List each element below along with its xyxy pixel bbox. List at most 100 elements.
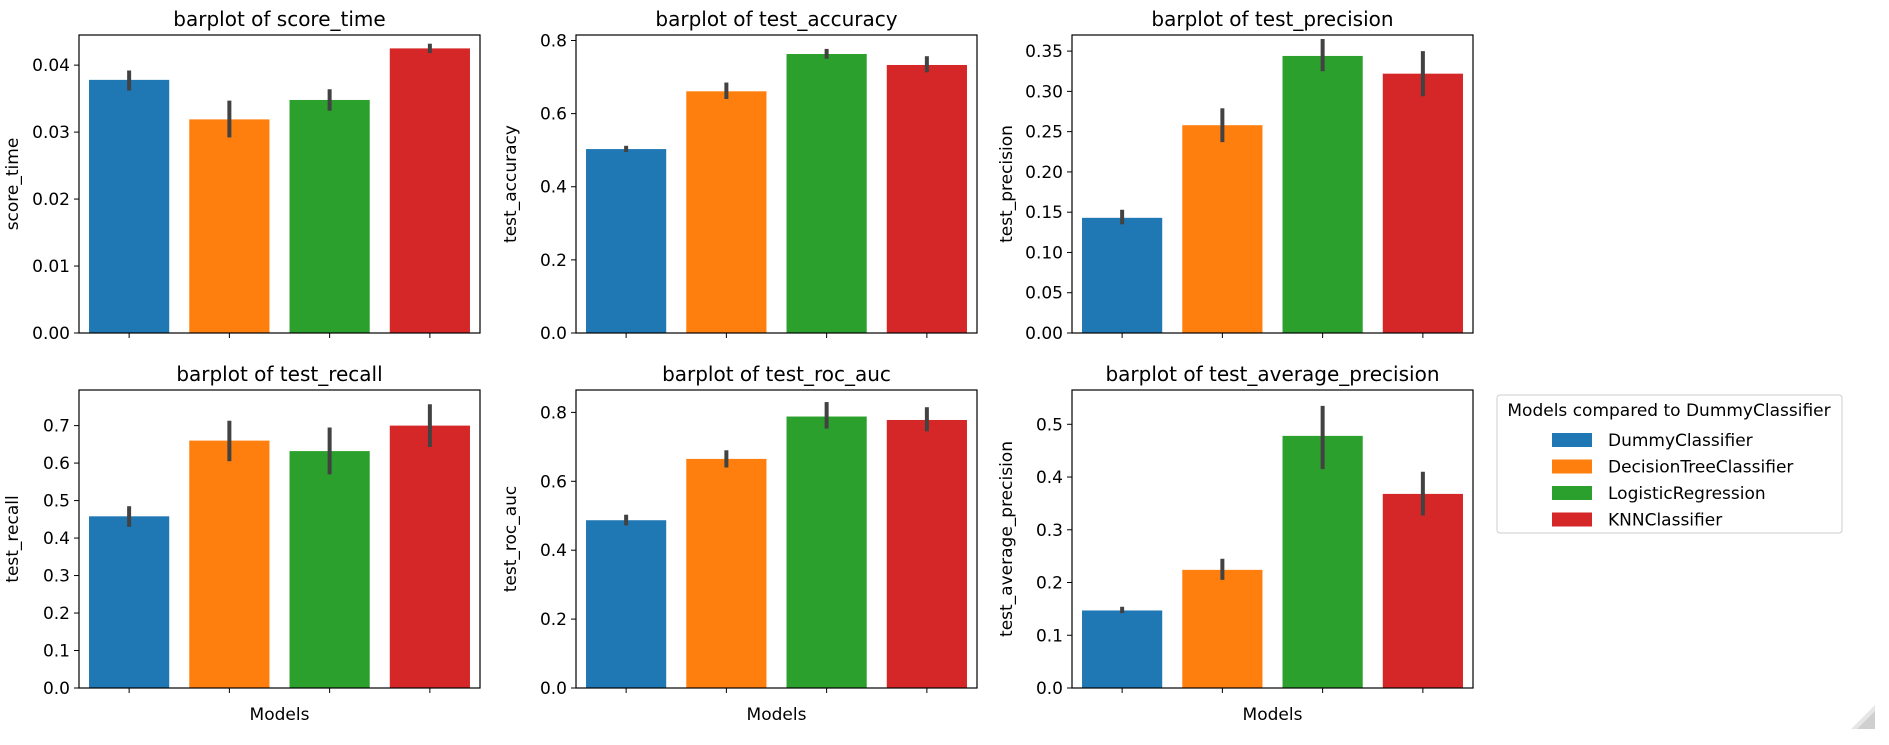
legend-entry-label: LogisticRegression (1608, 484, 1766, 504)
y-tick-label: 0.0 (43, 679, 70, 699)
bar-LogisticRegression (289, 99, 370, 333)
y-tick-label: 0.03 (32, 123, 70, 143)
y-tick-label: 0.30 (1025, 82, 1063, 102)
y-tick-label: 0.25 (1025, 123, 1063, 143)
bar-LogisticRegression (786, 54, 867, 334)
bar-DecisionTreeClassifier (189, 440, 270, 688)
y-tick-label: 0.00 (32, 324, 70, 344)
y-tick-label: 0.35 (1025, 42, 1063, 62)
bar-DummyClassifier (89, 79, 170, 333)
axes-frame (1071, 34, 1474, 334)
legend: Models compared to DummyClassifier Dummy… (1496, 394, 1843, 534)
legend-entry-label: DecisionTreeClassifier (1608, 458, 1793, 478)
y-tick-label: 0.2 (43, 604, 70, 624)
legend-entry-label: KNNClassifier (1608, 511, 1722, 531)
chart-panel-5: barplot of test_roc_auc 0.0 0.2 0.4 0.6 0.8 te… (501, 362, 978, 725)
bar-LogisticRegression (289, 451, 370, 688)
axes-frame (78, 34, 481, 334)
bar-DummyClassifier (1082, 217, 1163, 333)
chart-title: barplot of test_average_precision (1105, 362, 1439, 386)
chart-panel-6: barplot of test_average_precision 0.0 0.1 0… (997, 362, 1474, 725)
y-tick-label: 0.4 (43, 529, 70, 549)
bar-DummyClassifier (586, 520, 667, 688)
bar-DecisionTreeClassifier (189, 119, 270, 333)
y-tick-label: 0.5 (1036, 415, 1063, 435)
chart-title: barplot of test_precision (1151, 7, 1393, 31)
legend-entry-label: DummyClassifier (1608, 431, 1753, 451)
bar-KNNClassifier (886, 419, 967, 688)
y-tick-label: 0.2 (540, 251, 567, 271)
y-tick-label: 0.0 (540, 679, 567, 699)
bar-KNNClassifier (1382, 493, 1463, 688)
chart-title: barplot of score_time (173, 7, 385, 31)
bar-LogisticRegression (786, 416, 867, 688)
y-tick-label: 0.1 (1036, 626, 1063, 646)
legend-swatch (1552, 433, 1592, 447)
y-tick-label: 0.01 (32, 257, 70, 277)
y-tick-label: 0.6 (540, 472, 567, 492)
y-tick-label: 0.8 (540, 31, 567, 51)
y-axis-label: score_time (3, 138, 23, 231)
bar-KNNClassifier (1382, 73, 1463, 334)
y-tick-label: 0.0 (540, 324, 567, 344)
y-tick-label: 0.00 (1025, 324, 1063, 344)
legend-title: Models compared to DummyClassifier (1507, 401, 1830, 421)
legend-swatch (1552, 459, 1592, 474)
chart-panel-4: barplot of test_recall 0.0 0.1 0.2 0.3 0.4 0.5… (3, 362, 481, 725)
chart-panel-3: barplot of test_precision 0.00 0.05 0.10 0.1… (997, 7, 1474, 344)
y-tick-label: 0.8 (540, 403, 567, 423)
x-axis-label: Models (747, 705, 807, 725)
y-tick-label: 0.4 (1036, 468, 1063, 488)
y-tick-label: 0.05 (1025, 284, 1063, 304)
bar-KNNClassifier (389, 425, 470, 688)
bar-DecisionTreeClassifier (686, 91, 767, 333)
y-tick-label: 0.02 (32, 190, 70, 210)
y-tick-label: 0.7 (43, 417, 70, 437)
bar-DecisionTreeClassifier (1182, 125, 1263, 333)
chart-title: barplot of test_recall (176, 362, 382, 386)
axes-frame (575, 34, 978, 334)
y-axis-label: test_accuracy (501, 125, 521, 243)
bar-DecisionTreeClassifier (1182, 569, 1263, 688)
bar-DummyClassifier (89, 516, 170, 688)
axes-frame (1071, 389, 1474, 689)
x-axis-label: Models (250, 705, 310, 725)
legend-swatch (1552, 512, 1592, 527)
y-tick-label: 0.20 (1025, 163, 1063, 183)
chart-title: barplot of test_accuracy (655, 7, 897, 31)
y-tick-label: 0.4 (540, 541, 567, 561)
y-tick-label: 0.0 (1036, 679, 1063, 699)
chart-panel-1: barplot of score_time 0.00 0.01 0.02 0.03 0.0… (3, 7, 481, 344)
bar-DecisionTreeClassifier (686, 458, 767, 688)
y-axis-label: test_recall (3, 495, 23, 582)
y-axis-label: test_roc_auc (501, 486, 521, 593)
resize-grip-icon[interactable] (1851, 705, 1875, 729)
y-tick-label: 0.3 (1036, 521, 1063, 541)
x-axis-label: Models (1243, 705, 1303, 725)
axes-frame (575, 389, 978, 689)
y-tick-label: 0.2 (540, 610, 567, 630)
y-tick-label: 0.10 (1025, 243, 1063, 263)
bar-DummyClassifier (1082, 610, 1163, 688)
y-tick-label: 0.15 (1025, 203, 1063, 223)
chart-panel-2: barplot of test_accuracy 0.0 0.2 0.4 0.6 0.8 t… (501, 7, 978, 344)
bar-LogisticRegression (1282, 55, 1363, 333)
y-tick-label: 0.3 (43, 567, 70, 587)
chart-title: barplot of test_roc_auc (662, 362, 891, 386)
bar-LogisticRegression (1282, 435, 1363, 688)
legend-swatch (1552, 486, 1592, 500)
y-tick-label: 0.1 (43, 642, 70, 662)
y-tick-label: 0.5 (43, 492, 70, 512)
y-tick-label: 0.4 (540, 178, 567, 198)
bar-KNNClassifier (389, 48, 470, 334)
y-tick-label: 0.04 (32, 56, 70, 76)
y-tick-label: 0.2 (1036, 574, 1063, 594)
y-axis-label: test_precision (997, 125, 1017, 243)
y-axis-label: test_average_precision (997, 441, 1017, 637)
bar-DummyClassifier (586, 149, 667, 333)
bar-KNNClassifier (886, 64, 967, 333)
y-tick-label: 0.6 (43, 454, 70, 474)
axes-frame (78, 389, 481, 689)
y-tick-label: 0.6 (540, 105, 567, 125)
